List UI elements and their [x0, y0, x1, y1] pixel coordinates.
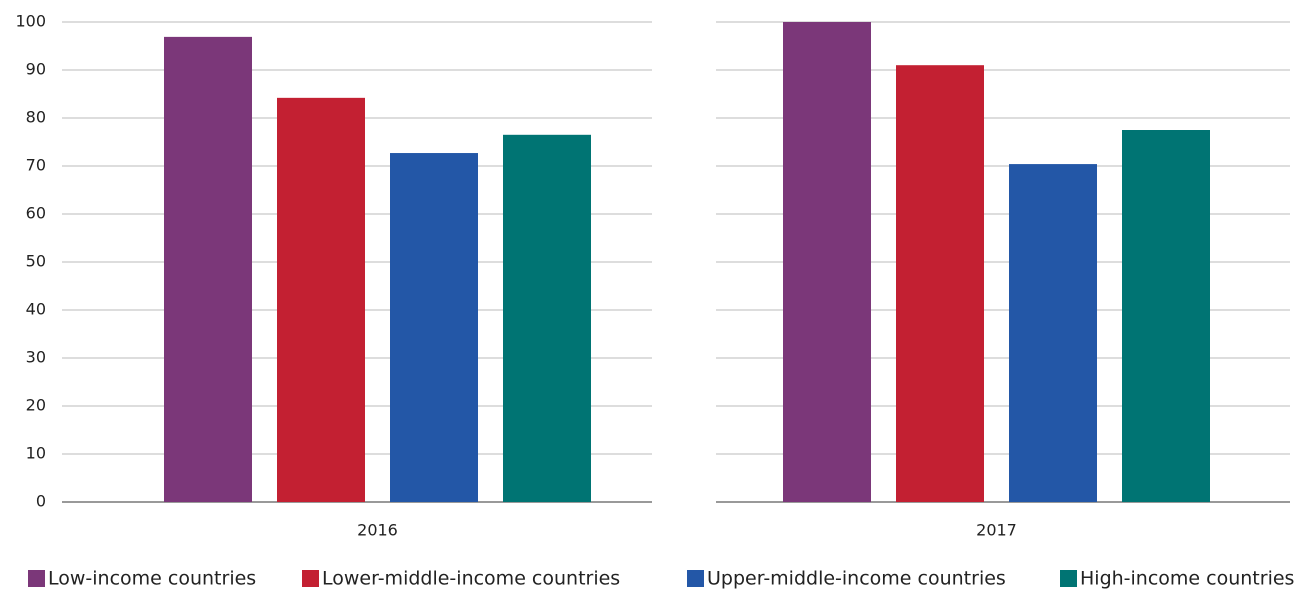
y-tick-label: 10 — [26, 444, 46, 463]
y-tick-label: 80 — [26, 108, 46, 127]
x-tick-label: 2016 — [357, 521, 398, 540]
y-tick-label: 90 — [26, 60, 46, 79]
y-tick-label: 60 — [26, 204, 46, 223]
legend-label: Low-income countries — [48, 568, 256, 590]
bar — [390, 153, 478, 503]
y-tick-label: 20 — [26, 396, 46, 415]
legend-swatch — [28, 570, 45, 587]
legend-swatch — [687, 570, 704, 587]
bar — [1009, 164, 1097, 502]
x-tick-label: 2017 — [976, 521, 1017, 540]
legend-swatch — [302, 570, 319, 587]
legend-label: High-income countries — [1080, 568, 1294, 590]
bar — [164, 36, 252, 502]
legend-label: Lower-middle-income countries — [322, 568, 620, 590]
bar — [1122, 130, 1210, 502]
bar — [896, 65, 984, 502]
y-tick-label: 0 — [36, 492, 46, 511]
y-tick-label: 70 — [26, 156, 46, 175]
bar — [503, 134, 591, 503]
bar — [277, 97, 365, 502]
y-tick-label: 100 — [15, 12, 46, 31]
legend-label: Upper-middle-income countries — [707, 568, 1006, 590]
y-tick-label: 40 — [26, 300, 46, 319]
bar — [783, 22, 871, 502]
y-tick-label: 50 — [26, 252, 46, 271]
legend-swatch — [1060, 570, 1077, 587]
y-tick-label: 30 — [26, 348, 46, 367]
